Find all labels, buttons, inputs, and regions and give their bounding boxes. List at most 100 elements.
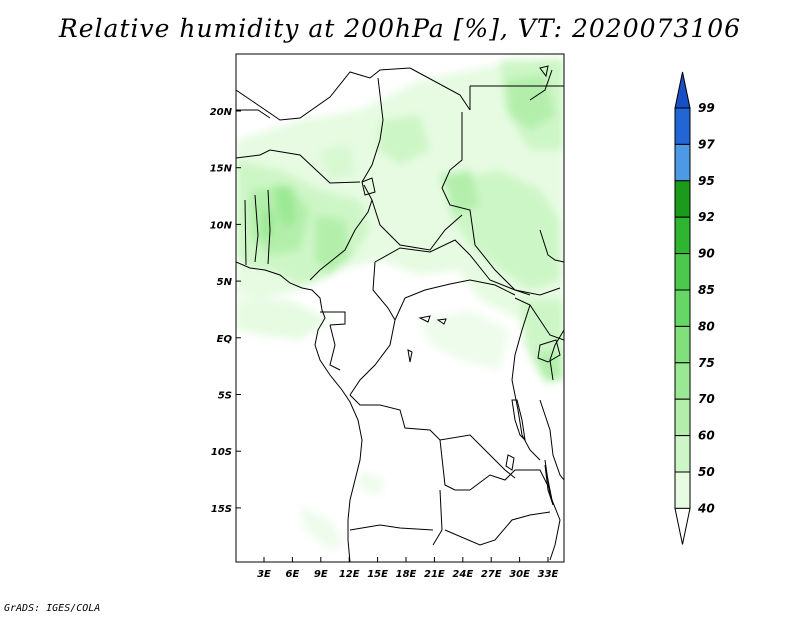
border-gabon <box>329 324 341 371</box>
shade-ethiopia <box>505 75 555 130</box>
border-niger-libya <box>236 67 411 121</box>
border-togo <box>244 199 247 266</box>
lake-mweru <box>505 454 515 471</box>
country-borders <box>236 65 564 562</box>
lon-tick-label: 15E <box>367 569 388 580</box>
lon-tick-label: 18E <box>396 569 417 580</box>
shade-cameroon <box>315 215 350 275</box>
border-cameroon-car <box>372 261 396 321</box>
shade-spot1 <box>275 185 296 228</box>
shade-drc-n <box>440 170 480 215</box>
border-tanzania <box>539 399 564 481</box>
shade-spot2 <box>262 210 275 240</box>
colorbar-box <box>674 325 691 364</box>
shade-central-w <box>320 145 355 180</box>
shade-center-light <box>420 310 510 370</box>
border-angola-namibia <box>349 524 434 531</box>
colorbar-box <box>674 435 691 473</box>
colorbar-box <box>674 289 691 327</box>
shade-north-center <box>378 115 430 165</box>
colorbar-label: 90 <box>698 247 715 261</box>
lon-tick-label: 9E <box>314 569 328 580</box>
colorbar-label: 50 <box>698 465 715 479</box>
colorbar-box <box>674 362 691 400</box>
chart-title: Relative humidity at 200hPa [%], VT: 202… <box>58 14 742 43</box>
lon-tick-label: 12E <box>339 569 360 580</box>
border-drc-east <box>511 304 541 461</box>
latitude-axis: 20N 15N 10N 5N EQ 5S 10S 15S <box>210 107 241 515</box>
humidity-shading <box>236 56 564 550</box>
longitude-axis: 3E 6E 9E 12E 15E 18E 21E 24E 27E 30E 33E <box>257 557 559 580</box>
colorbar-box <box>674 180 691 218</box>
shade-west-light <box>236 300 330 340</box>
shade-south-light <box>300 505 345 550</box>
colorbar: 99 97 95 92 90 85 80 75 70 60 50 40 <box>674 71 715 545</box>
colorbar-label: 70 <box>698 392 715 406</box>
border-niger-nigeria <box>236 149 361 184</box>
lon-tick-label: 3E <box>257 569 271 580</box>
border-nigeria-cameroon <box>309 184 373 281</box>
colorbar-box <box>674 107 691 145</box>
colorbar-box <box>674 253 691 291</box>
lon-tick-label: 33E <box>538 569 559 580</box>
lat-tick-label: 10S <box>211 447 232 458</box>
shade-south2-light <box>360 470 385 495</box>
border-benin-nigeria <box>267 189 271 265</box>
lat-tick-label: 10N <box>210 220 233 231</box>
colorbar-label: 97 <box>698 137 715 151</box>
colorbar-label: 75 <box>698 356 715 370</box>
border-cameroon-congo <box>320 311 346 326</box>
colorbar-box <box>674 398 691 437</box>
colorbar-box <box>674 471 691 509</box>
border-car-south <box>374 239 516 291</box>
lon-tick-label: 30E <box>509 569 530 580</box>
border-chad-libya <box>409 67 471 111</box>
border-ethiopia-sudan <box>539 229 564 263</box>
lat-tick-label: 15N <box>210 164 233 175</box>
border-zambia-zim <box>444 511 551 546</box>
border-south-sudan <box>514 287 561 296</box>
border-drc-angola <box>349 394 516 479</box>
lat-tick-label: 20N <box>210 107 233 118</box>
lake-malawi <box>544 464 554 506</box>
border-car-drc <box>394 279 516 321</box>
lon-tick-label: 6E <box>286 569 300 580</box>
lake-chad <box>361 177 376 196</box>
colorbar-label: 40 <box>697 501 715 515</box>
lake-small2 <box>436 318 447 325</box>
lat-tick-label: 15S <box>211 504 232 515</box>
colorbar-label: 80 <box>698 319 715 333</box>
border-congo-drc <box>349 319 396 396</box>
lon-tick-label: 27E <box>481 569 502 580</box>
border-mali-niger <box>236 109 271 119</box>
lon-tick-label: 24E <box>452 569 473 580</box>
colorbar-bottom-triangle <box>674 507 691 545</box>
lake-victoria <box>537 339 561 363</box>
lake-tanganyika <box>511 399 526 442</box>
colorbar-label: 95 <box>698 174 715 188</box>
colorbar-label: 99 <box>698 101 715 115</box>
lake-ethiopia <box>539 65 549 78</box>
footer-credit: GrADS: IGES/COLA <box>4 603 101 614</box>
border-chad-car <box>371 199 463 251</box>
lat-tick-label: EQ <box>217 334 233 345</box>
lon-tick-label: 21E <box>424 569 445 580</box>
border-benin-west <box>254 194 259 263</box>
border-chad-sudan <box>441 112 531 296</box>
lat-tick-label: 5S <box>218 391 232 402</box>
colorbar-label: 60 <box>698 429 715 443</box>
colorbar-label: 85 <box>698 283 715 297</box>
lake-small1 <box>418 315 431 323</box>
lat-tick-label: 5N <box>217 277 233 288</box>
border-eritrea <box>529 69 553 101</box>
border-angola-south <box>432 489 443 546</box>
border-drc-uganda <box>514 297 564 341</box>
border-kenya <box>549 329 564 381</box>
colorbar-box <box>674 143 691 182</box>
lake-small3 <box>407 349 413 363</box>
coastline-west <box>236 261 363 562</box>
colorbar-label: 92 <box>698 210 715 224</box>
colorbar-box <box>674 216 691 255</box>
border-zambia <box>469 469 551 491</box>
